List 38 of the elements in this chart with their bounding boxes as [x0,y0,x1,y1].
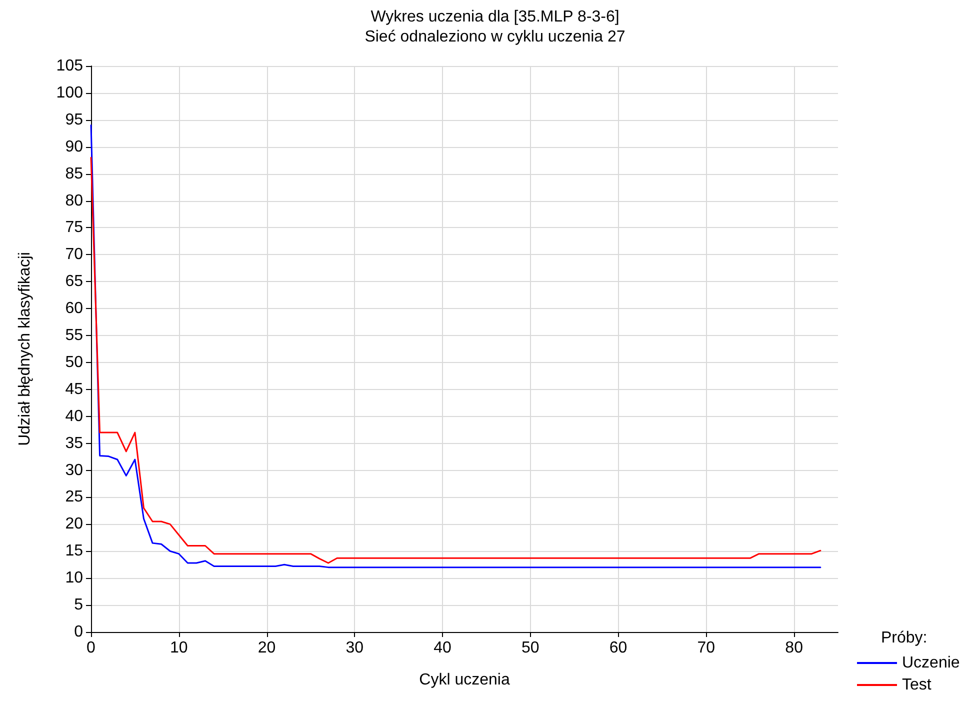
x-tick-label: 60 [609,640,628,656]
x-tick-label: 30 [346,640,364,656]
x-tick-label: 70 [697,640,716,656]
y-axis-title: Udział błędnych klasyfikacji [16,252,34,446]
y-tick-label: 100 [56,84,84,102]
legend-label: Uczenie [902,654,960,672]
x-tick-label: 50 [522,640,540,656]
legend-label: Test [902,676,932,694]
y-tick-label: 45 [65,380,84,398]
y-tick-label: 85 [65,165,84,182]
x-axis-title: Cykl uczenia [419,672,510,688]
y-tick-label: 15 [65,542,84,560]
y-tick-label: 75 [65,219,84,236]
y-tick-label: 80 [65,192,84,210]
y-tick-label: 35 [65,434,84,452]
y-tick-label: 30 [65,462,84,479]
y-tick-label: 40 [65,408,84,425]
y-tick-label: 50 [65,354,84,371]
x-tick-label: 40 [434,640,452,656]
y-tick-label: 0 [74,624,84,640]
y-tick-label: 10 [65,570,84,587]
chart-title: Wykres uczenia dla [35.MLP 8-3-6] [370,8,620,26]
y-tick-label: 5 [74,596,84,614]
legend-title: Próby: [881,630,928,646]
y-tick-label: 25 [65,488,84,506]
y-tick-label: 20 [65,516,84,533]
x-tick-label: 10 [170,640,188,656]
y-tick-label: 65 [65,273,84,290]
x-tick-label: 80 [785,640,804,656]
y-tick-label: 90 [65,138,84,156]
y-tick-label: 60 [65,300,84,318]
y-tick-label: 55 [65,327,84,344]
y-tick-label: 105 [56,58,84,74]
y-tick-label: 95 [65,111,84,128]
y-tick-label: 70 [65,246,84,264]
chart-subtitle: Sieć odnaleziono w cyklu uczenia 27 [364,28,626,46]
x-tick-label: 20 [258,640,276,656]
x-tick-label: 0 [86,640,96,656]
